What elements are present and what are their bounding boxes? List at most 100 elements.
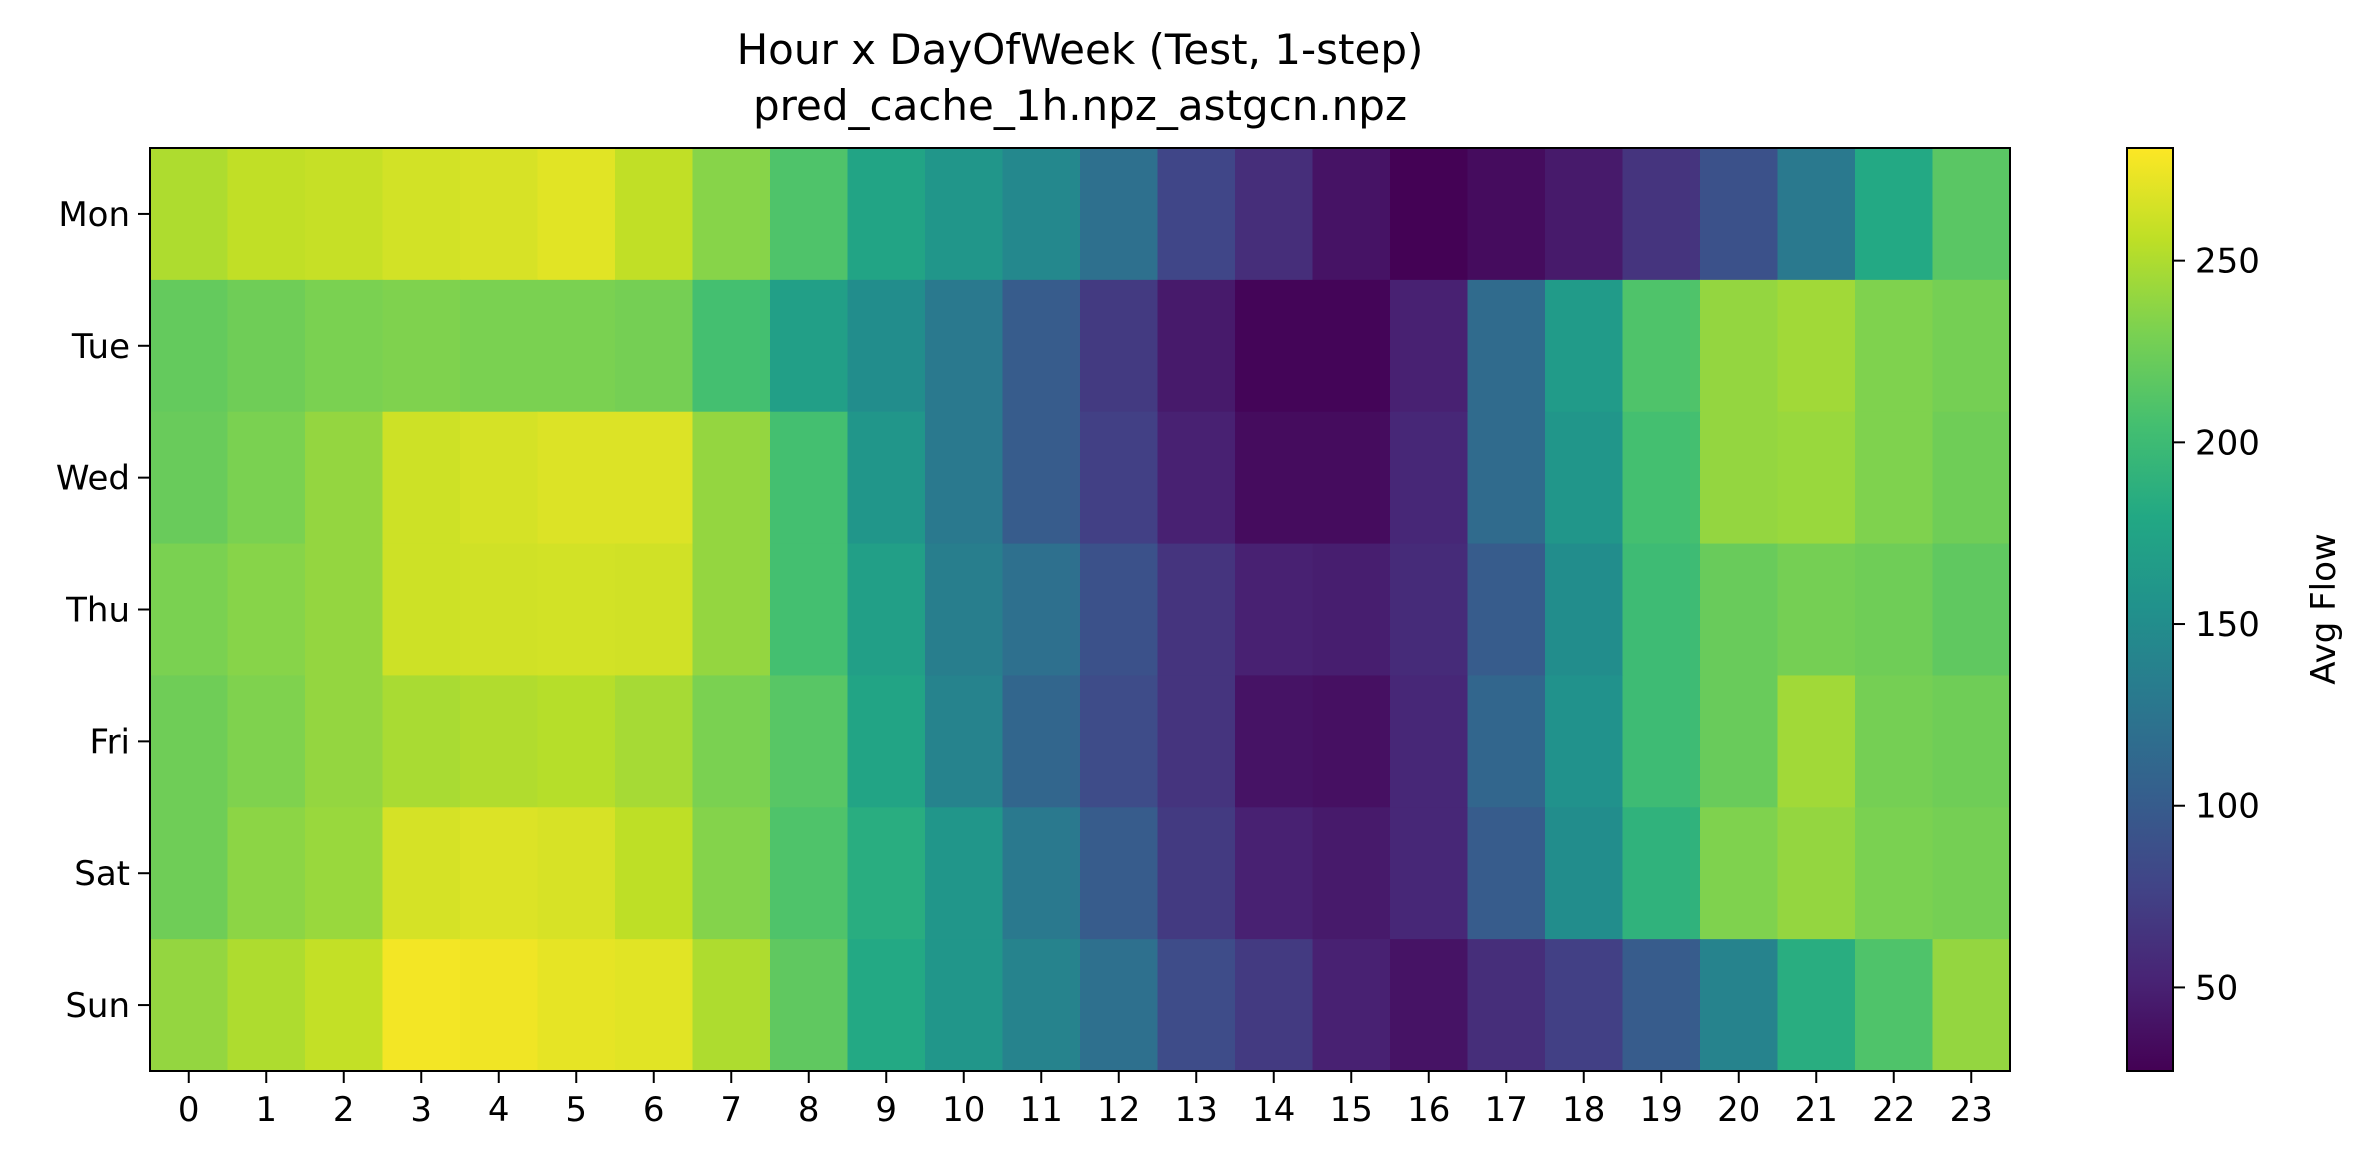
heatmap-cell — [847, 279, 926, 413]
heatmap-cell — [1622, 279, 1701, 413]
heatmap-cell — [1545, 939, 1624, 1072]
heatmap-cell — [150, 279, 229, 413]
x-tick-label: 12 — [1097, 1090, 1140, 1130]
heatmap-cell — [537, 543, 616, 677]
heatmap-cell — [770, 148, 849, 281]
heatmap-cell — [382, 279, 461, 413]
heatmap-cell — [692, 279, 771, 413]
colorbar-tick-label: 200 — [2195, 423, 2260, 463]
heatmap-cell — [150, 939, 229, 1072]
heatmap-cell — [1157, 807, 1236, 940]
heatmap-cell — [692, 939, 771, 1072]
heatmap-cell — [1390, 939, 1469, 1072]
heatmap-cell — [1777, 279, 1856, 413]
x-tick-label: 6 — [643, 1090, 665, 1130]
heatmap-cell — [1235, 148, 1314, 281]
heatmap-cell — [1777, 939, 1856, 1072]
heatmap-cell — [460, 939, 539, 1072]
heatmap-cell — [1080, 279, 1159, 413]
heatmap-cell — [1855, 411, 1934, 545]
heatmap-cell — [227, 411, 306, 545]
colorbar-ticks: 50 100 150 200 250 — [2173, 242, 2260, 1008]
heatmap-cell — [615, 543, 694, 677]
x-tick-label: 10 — [942, 1090, 985, 1130]
heatmap-cell — [1312, 411, 1391, 545]
y-axis: Mon Tue Wed Thu Fri Sat Sun — [56, 195, 150, 1026]
heatmap-cells — [150, 148, 2011, 1072]
heatmap-cell — [1777, 148, 1856, 281]
x-tick-label: 22 — [1872, 1090, 1915, 1130]
heatmap-cell — [1002, 807, 1081, 940]
heatmap-cell — [227, 279, 306, 413]
y-tick-label: Fri — [89, 722, 130, 762]
x-tick-label: 4 — [488, 1090, 510, 1130]
heatmap-cell — [1700, 543, 1779, 677]
heatmap-cell — [460, 807, 539, 940]
heatmap-cell — [150, 148, 229, 281]
heatmap-cell — [1700, 939, 1779, 1072]
heatmap-cell — [537, 807, 616, 940]
x-tick-label: 2 — [333, 1090, 355, 1130]
heatmap-cell — [150, 543, 229, 677]
heatmap-cell — [1080, 807, 1159, 940]
heatmap-cell — [1545, 543, 1624, 677]
heatmap-cell — [1467, 939, 1546, 1072]
heatmap-cell — [1545, 148, 1624, 281]
heatmap-cell — [1235, 675, 1314, 808]
heatmap-cell — [1622, 411, 1701, 545]
heatmap-cell — [537, 148, 616, 281]
heatmap-cell — [1700, 807, 1779, 940]
heatmap-cell — [1545, 411, 1624, 545]
heatmap-cell — [692, 675, 771, 808]
heatmap-cell — [537, 411, 616, 545]
heatmap-cell — [925, 543, 1004, 677]
heatmap-cell — [847, 411, 926, 545]
heatmap-cell — [1932, 675, 2011, 808]
x-tick-label: 7 — [720, 1090, 742, 1130]
heatmap-cell — [692, 411, 771, 545]
heatmap-cell — [1700, 148, 1779, 281]
heatmap-cell — [305, 148, 384, 281]
heatmap-cell — [150, 411, 229, 545]
heatmap-cell — [305, 543, 384, 677]
heatmap-cell — [847, 939, 926, 1072]
heatmap-cell — [305, 807, 384, 940]
heatmap-cell — [1002, 675, 1081, 808]
y-tick-label: Sun — [65, 986, 130, 1026]
heatmap-cell — [1390, 148, 1469, 281]
heatmap-cell — [227, 939, 306, 1072]
heatmap-cell — [460, 411, 539, 545]
heatmap-cell — [692, 543, 771, 677]
heatmap-cell — [382, 675, 461, 808]
x-tick-label: 23 — [1950, 1090, 1993, 1130]
y-tick-label: Mon — [58, 195, 130, 235]
heatmap-cell — [1002, 279, 1081, 413]
colorbar-label: Avg Flow — [2304, 533, 2344, 684]
heatmap-cell — [1622, 675, 1701, 808]
heatmap-cell — [1622, 543, 1701, 677]
heatmap-cell — [692, 807, 771, 940]
heatmap-cell — [460, 543, 539, 677]
x-tick-label: 3 — [410, 1090, 432, 1130]
heatmap-cell — [1932, 411, 2011, 545]
heatmap-cell — [1622, 939, 1701, 1072]
heatmap-cell — [1932, 279, 2011, 413]
heatmap-cell — [305, 939, 384, 1072]
heatmap-cell — [305, 279, 384, 413]
y-tick-label: Thu — [65, 591, 130, 631]
heatmap-cell — [692, 148, 771, 281]
heatmap-cell — [460, 148, 539, 281]
x-tick-label: 20 — [1717, 1090, 1760, 1130]
heatmap-cell — [1312, 807, 1391, 940]
heatmap-cell — [1545, 675, 1624, 808]
y-tick-label: Sat — [74, 854, 130, 894]
colorbar-tick-label: 100 — [2195, 787, 2260, 827]
heatmap-cell — [1855, 807, 1934, 940]
heatmap-cell — [1080, 148, 1159, 281]
x-tick-label: 8 — [798, 1090, 820, 1130]
heatmap-cell — [1932, 148, 2011, 281]
heatmap-cell — [227, 675, 306, 808]
x-tick-label: 0 — [178, 1090, 200, 1130]
heatmap-cell — [1312, 279, 1391, 413]
